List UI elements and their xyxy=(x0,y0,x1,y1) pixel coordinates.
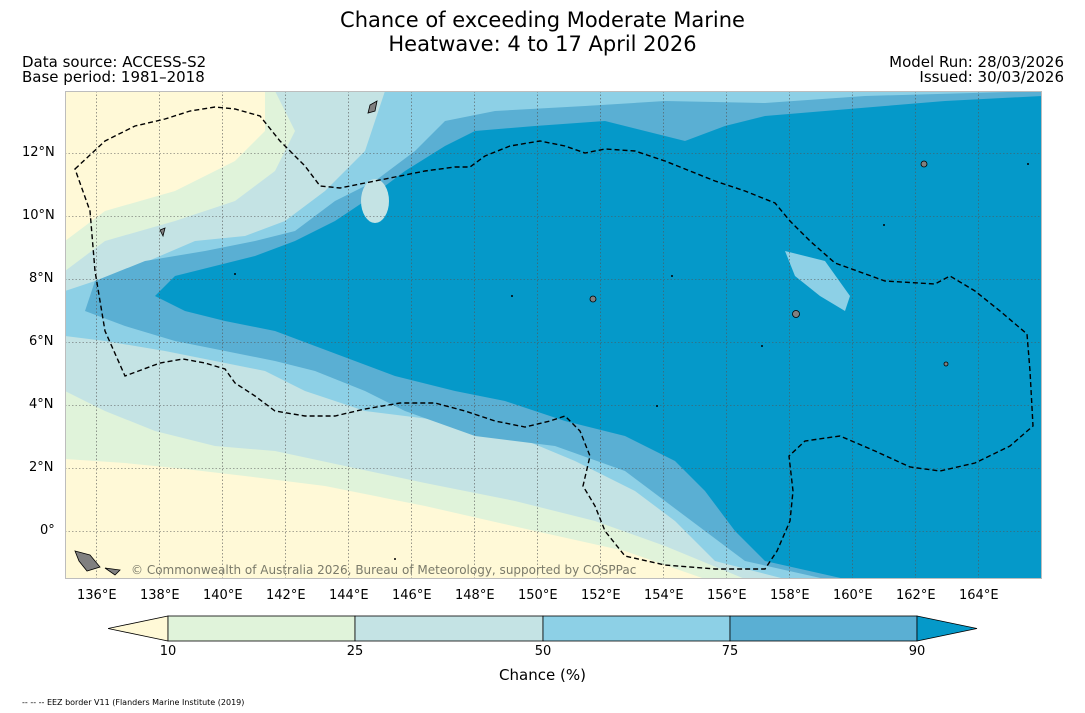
colorbar-segment-25-50 xyxy=(354,615,544,642)
lon-tick: 138°E xyxy=(140,588,180,603)
lon-tick: 152°E xyxy=(581,588,621,603)
region-50-75-inlet xyxy=(785,251,850,311)
region-25-50-patch xyxy=(361,179,389,223)
lon-tick: 158°E xyxy=(770,588,810,603)
lon-tick: 144°E xyxy=(329,588,369,603)
colorbar-label: 90 xyxy=(908,644,926,659)
lon-tick: 164°E xyxy=(959,588,999,603)
colorbar-label: 75 xyxy=(721,644,739,659)
lat-tick: 2°N xyxy=(29,460,54,475)
colorbar-label: 50 xyxy=(534,644,552,659)
lat-tick: 10°N xyxy=(22,208,55,223)
colorbar-extend-low xyxy=(108,615,169,642)
map-panel xyxy=(65,91,1042,579)
probability-map xyxy=(65,91,1042,579)
island-chuuk xyxy=(589,295,597,303)
title-line-1: Chance of exceeding Moderate Marine xyxy=(340,8,745,32)
colorbar-title: Chance (%) xyxy=(499,666,586,684)
island-manus xyxy=(104,567,121,576)
lon-tick: 146°E xyxy=(392,588,432,603)
lon-tick: 136°E xyxy=(77,588,117,603)
eez-border xyxy=(74,106,1034,570)
colorbar-label: 10 xyxy=(159,644,177,659)
lon-tick: 154°E xyxy=(644,588,684,603)
island-pohnpei xyxy=(792,310,800,318)
eez-footnote: -- -- -- EEZ border V11 (Flanders Marine… xyxy=(22,698,245,707)
colorbar xyxy=(108,615,978,642)
run-info: Model Run: 28/03/2026 Issued: 30/03/2026 xyxy=(889,55,1064,85)
land-islands xyxy=(74,100,949,576)
colorbar-extend-high xyxy=(916,615,978,642)
lon-tick: 142°E xyxy=(266,588,306,603)
issued-date: Issued: 30/03/2026 xyxy=(919,68,1064,86)
copyright-notice: © Commonwealth of Australia 2026, Bureau… xyxy=(131,563,637,577)
island-kosrae xyxy=(943,361,949,367)
colorbar-label: 25 xyxy=(346,644,364,659)
title-line-2: Heatwave: 4 to 17 April 2026 xyxy=(388,32,697,56)
colorbar-segment-75-90 xyxy=(729,615,918,642)
lon-tick: 160°E xyxy=(833,588,873,603)
lon-tick: 150°E xyxy=(518,588,558,603)
lat-tick: 6°N xyxy=(29,334,54,349)
map-title: Chance of exceeding Moderate Marine Heat… xyxy=(0,8,1085,56)
colorbar-segment-50-75 xyxy=(542,615,731,642)
base-period: Base period: 1981–2018 xyxy=(22,68,205,86)
small-atolls xyxy=(234,163,1029,560)
data-source: Data source: ACCESS-S2 xyxy=(22,53,207,71)
lon-tick: 162°E xyxy=(896,588,936,603)
island-palau xyxy=(159,227,166,238)
lon-tick: 140°E xyxy=(203,588,243,603)
source-info: Data source: ACCESS-S2 Base period: 1981… xyxy=(22,55,206,85)
lat-tick: 0° xyxy=(40,523,55,538)
lat-tick: 4°N xyxy=(29,397,54,412)
lat-tick: 8°N xyxy=(29,271,54,286)
graticule xyxy=(65,91,1042,579)
lon-tick: 156°E xyxy=(707,588,747,603)
island-yap xyxy=(367,100,378,114)
model-run: Model Run: 28/03/2026 xyxy=(889,53,1064,71)
lat-tick: 12°N xyxy=(22,145,55,160)
island-new-guinea-west xyxy=(74,550,101,572)
colorbar-segment-10-25 xyxy=(167,615,356,642)
lon-tick: 148°E xyxy=(455,588,495,603)
island-enewetak xyxy=(920,160,928,168)
